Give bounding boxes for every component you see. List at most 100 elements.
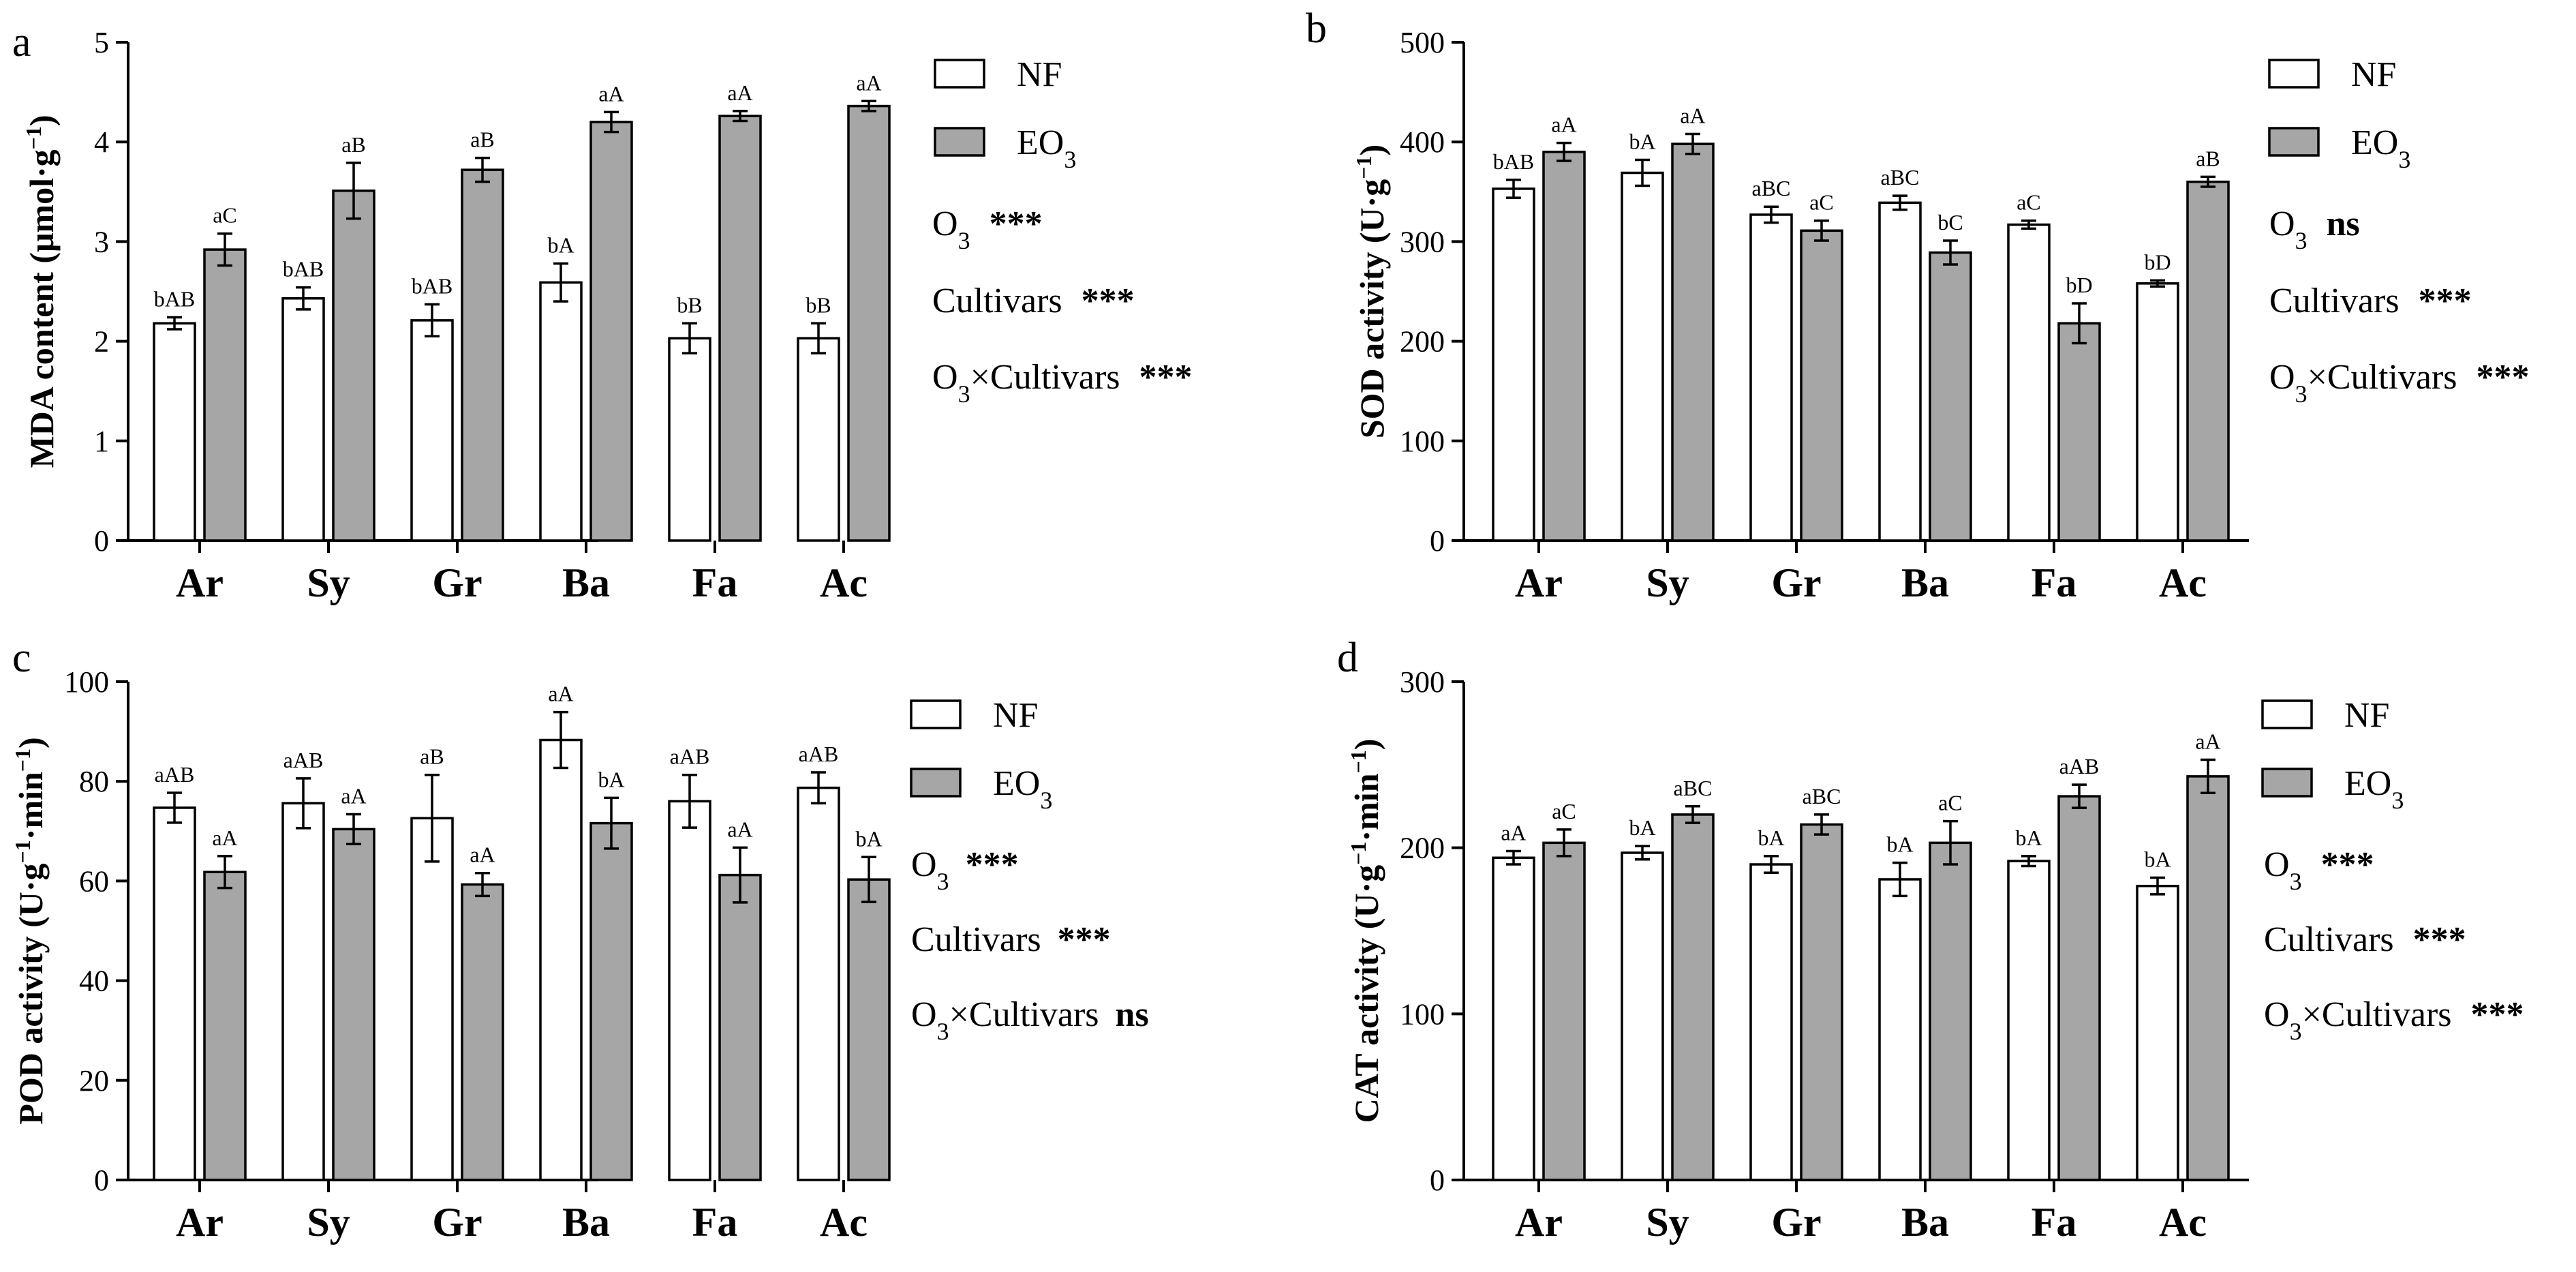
bar-nf <box>1621 851 1664 1181</box>
y-tick-label: 80 <box>79 765 109 798</box>
y-axis-title: MDA content (μmol·g−1) <box>21 115 61 468</box>
bar-nf <box>539 281 583 542</box>
y-tick-label: 200 <box>1400 832 1445 865</box>
significance-letter: aA <box>1501 821 1526 845</box>
bar-eo3 <box>203 248 247 542</box>
y-tick-label: 1 <box>94 425 109 458</box>
legend-label: NF <box>993 696 1038 735</box>
y-title-text: ·min <box>12 772 50 840</box>
stat-subscript: 3 <box>2290 868 2302 895</box>
category-label: Sy <box>307 1200 350 1245</box>
stat-text: Cultivars <box>2264 920 2394 959</box>
stat-annotation: O3 *** <box>911 845 1019 895</box>
legend-swatch-eo3 <box>2261 768 2313 798</box>
bar-eo3 <box>1800 229 1843 542</box>
significance-letter: aA <box>727 80 752 105</box>
significance-letter: aBC <box>1752 176 1791 200</box>
category-label: Ac <box>820 1200 868 1245</box>
bar-nf <box>797 337 840 542</box>
panel-letter: d <box>1337 635 1358 681</box>
significance-letter: bAB <box>412 274 453 299</box>
stat-text: O <box>2264 995 2290 1034</box>
significance-letter: aB <box>470 127 495 152</box>
y-axis-title: POD activity (U·g−1·min−1) <box>10 737 50 1124</box>
category-label: Fa <box>692 1200 738 1245</box>
significance-letter: bB <box>806 292 831 317</box>
bar-eo3 <box>718 115 762 542</box>
stat-annotation: O3×Cultivars *** <box>932 358 1193 408</box>
significance-letter: bD <box>2144 249 2171 274</box>
panel-letter: b <box>1306 5 1327 52</box>
bar-nf <box>153 322 196 542</box>
stat-annotation: Cultivars *** <box>2264 920 2466 959</box>
panel-letter: c <box>12 635 31 681</box>
stat-text: O <box>932 205 958 243</box>
significance-letter: aC <box>2017 190 2041 215</box>
significance-letter: aC <box>1809 190 1834 215</box>
bar-nf <box>2007 860 2051 1181</box>
stat-significance: *** <box>966 845 1019 884</box>
y-title-text: MDA content (μmol·g <box>22 149 61 468</box>
category-label: Ac <box>2159 1200 2207 1245</box>
legend-text: NF <box>993 696 1038 735</box>
bar-eo3 <box>2186 775 2230 1181</box>
y-tick-label: 0 <box>1430 1164 1445 1197</box>
significance-letter: aC <box>213 203 237 228</box>
significance-letter: bA <box>2015 826 2042 850</box>
category-label: Ar <box>176 560 224 605</box>
legend-subscript: 3 <box>1064 146 1076 173</box>
y-tick-label: 500 <box>1400 26 1445 59</box>
y-tick-label: 100 <box>1400 425 1445 458</box>
legend-subscript: 3 <box>2391 787 2404 814</box>
bar-nf <box>281 297 325 542</box>
y-tick-label: 20 <box>79 1064 109 1097</box>
legend-text: NF <box>2344 696 2389 735</box>
stat-significance: *** <box>2413 920 2466 959</box>
significance-letter: aBC <box>1881 165 1920 190</box>
category-label: Gr <box>432 1200 482 1245</box>
bar-nf <box>797 786 840 1181</box>
y-tick-label: 40 <box>79 965 109 998</box>
legend-swatch-nf <box>910 699 962 729</box>
stat-text: ×Cultivars <box>2307 358 2457 397</box>
stat-significance: *** <box>2321 845 2374 884</box>
legend-subscript: 3 <box>1040 787 1052 814</box>
chart-panel-a: a 0 1 2 3 4 5 MDA content (μmol·g−1) Ar bAB aC Sy bA… <box>12 19 1193 605</box>
stat-significance: *** <box>1082 282 1135 320</box>
y-title-superscript: −1 <box>10 748 35 772</box>
significance-letter: aA <box>1680 104 1705 128</box>
y-title-text: ) <box>1353 145 1391 156</box>
y-title-text: ) <box>12 737 50 748</box>
bar-eo3 <box>589 121 633 542</box>
significance-letter: aA <box>856 70 881 95</box>
y-tick-label: 200 <box>1400 325 1445 359</box>
significance-letter: bA <box>1629 130 1655 154</box>
category-label: Ar <box>176 1200 224 1245</box>
bar-eo3 <box>2057 322 2101 542</box>
y-axis-title: SOD activity (U·g−1) <box>1351 145 1391 438</box>
significance-letter: aA <box>470 843 495 867</box>
bar-nf <box>1492 856 1535 1181</box>
y-title-text: POD activity (U·g <box>12 863 50 1124</box>
category-label: Ac <box>820 560 868 605</box>
significance-letter: aB <box>420 744 444 769</box>
stat-annotation: O3 *** <box>932 205 1043 254</box>
significance-letter: bA <box>1629 815 1655 840</box>
category-label: Gr <box>1771 560 1821 605</box>
bar-nf <box>668 800 711 1181</box>
significance-letter: aAB <box>155 762 195 787</box>
stat-significance: ns <box>1116 995 1149 1034</box>
y-tick-label: 100 <box>64 665 109 699</box>
category-label: Ba <box>1901 1200 1949 1245</box>
significance-letter: aAB <box>2059 754 2100 778</box>
y-title-text: CAT activity (U·g <box>1347 865 1385 1123</box>
y-tick-label: 2 <box>94 325 109 359</box>
legend-swatch-eo3 <box>910 768 962 798</box>
bar-nf <box>1621 171 1664 542</box>
stat-significance: *** <box>990 205 1043 243</box>
significance-letter: aB <box>2196 146 2220 170</box>
category-label: Fa <box>2031 1200 2077 1245</box>
stat-subscript: 3 <box>2290 1018 2302 1045</box>
y-title-text: SOD activity (U·g <box>1353 179 1391 439</box>
